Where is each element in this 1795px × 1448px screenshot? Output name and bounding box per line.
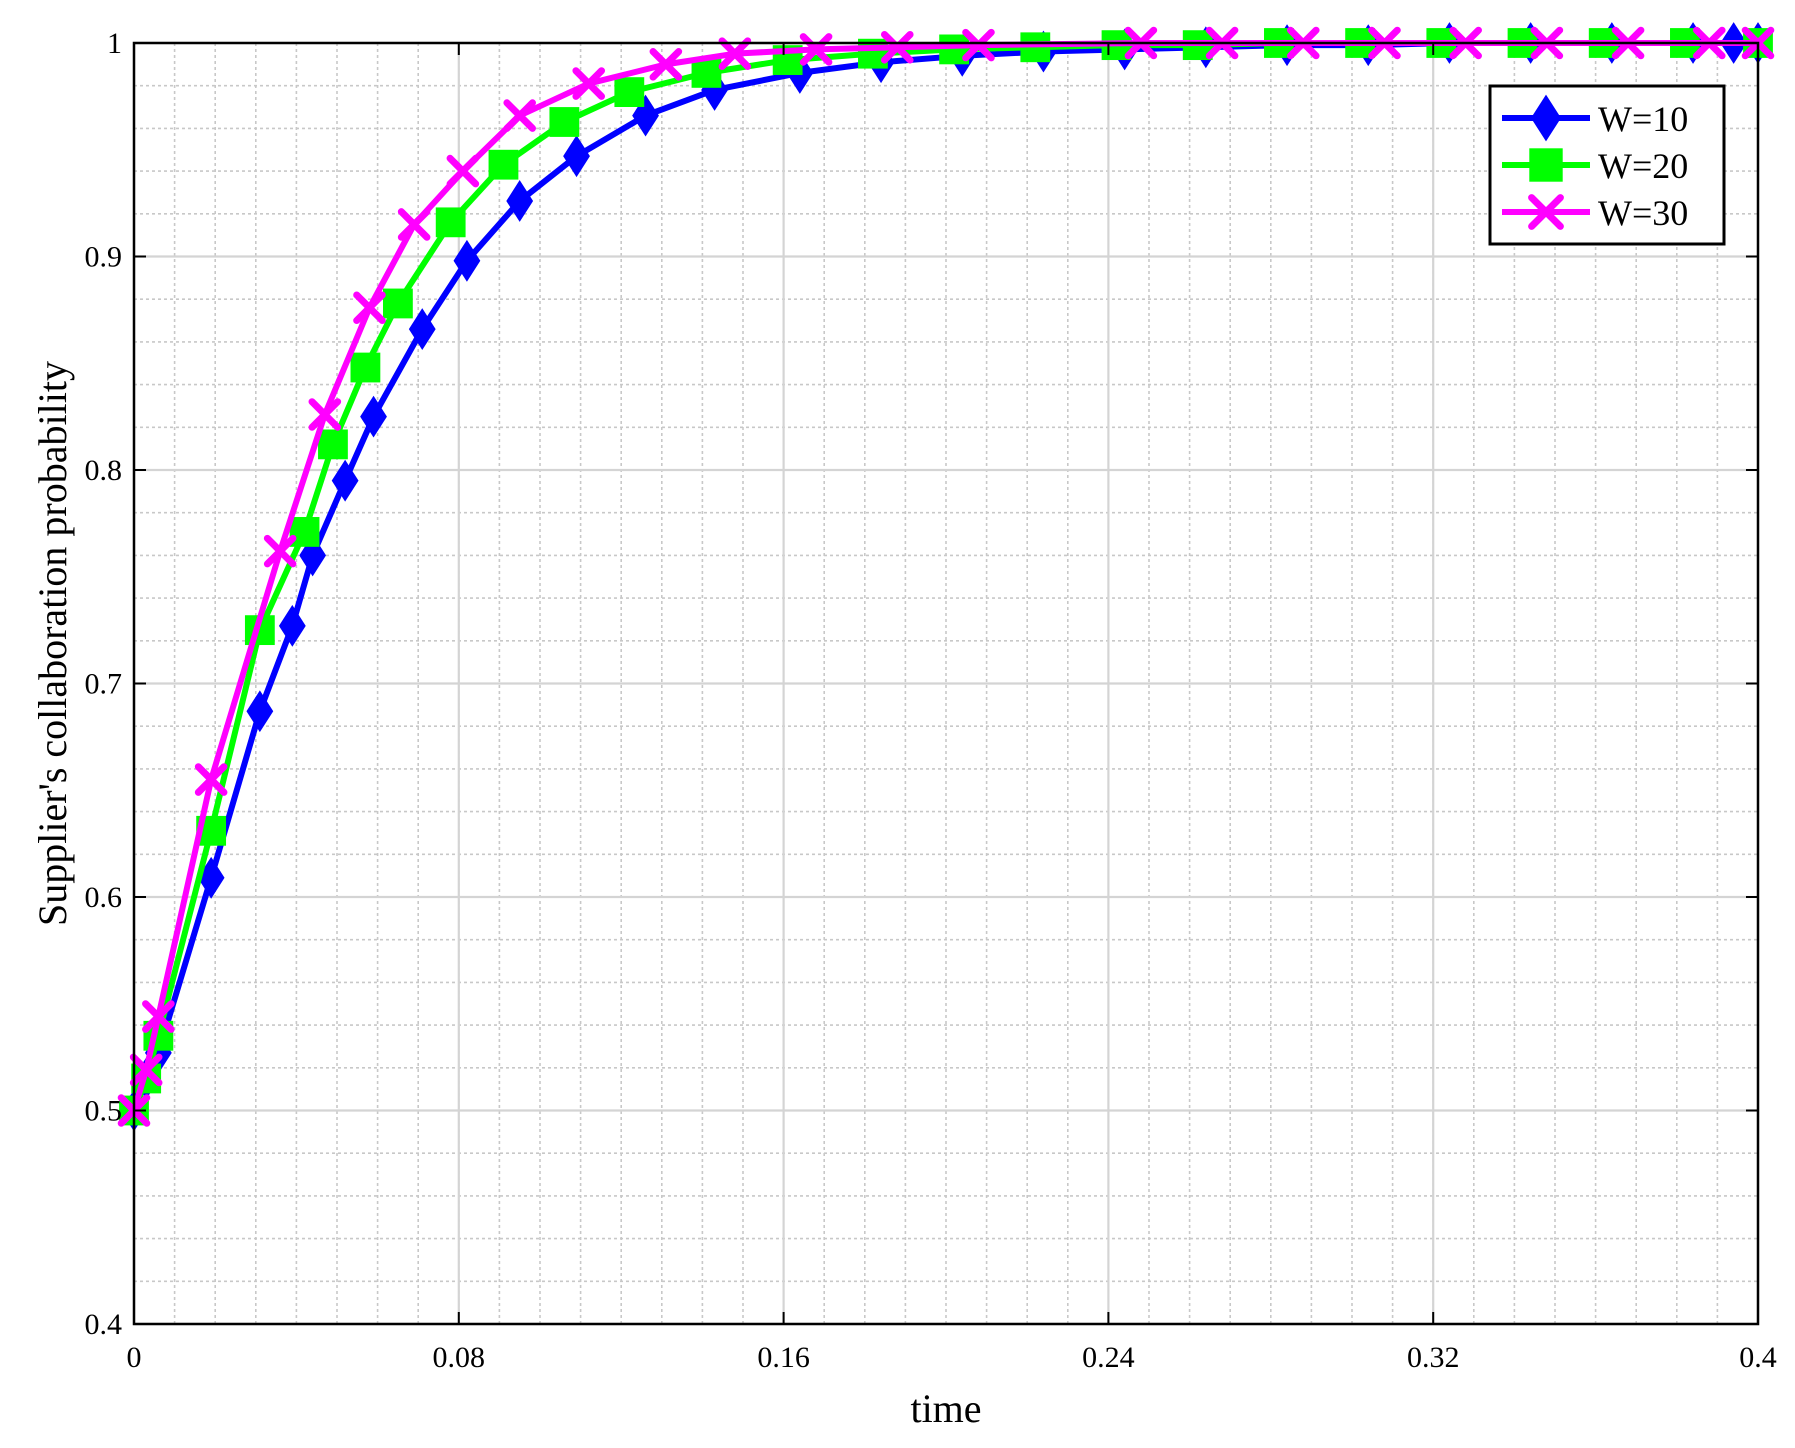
data-point-stroke [129, 1053, 163, 1087]
data-point [278, 604, 306, 647]
x-tick-label: 0 [127, 1341, 142, 1374]
data-point [383, 288, 413, 319]
tick-labels: 0 0.08 0.16 0.24 0.32 0.4 0.4 0.5 0.6 0.7 0.8 0.9 1 [85, 27, 1777, 1374]
data-point-stroke [962, 28, 995, 62]
y-tick-label: 0.5 [85, 1095, 123, 1128]
data-point-stroke [446, 154, 480, 188]
data-point [488, 149, 519, 180]
data-point [880, 30, 914, 64]
data-point [453, 239, 481, 282]
data-point-stroke [353, 291, 386, 325]
y-tick-label: 1 [107, 27, 122, 60]
data-point-stroke [142, 1000, 175, 1033]
data-point [142, 1000, 175, 1033]
y-tick-label: 0.6 [85, 881, 123, 914]
data-point-stroke [503, 99, 536, 132]
data-point [353, 291, 386, 325]
x-tick-label: 0.24 [1082, 1341, 1135, 1374]
data-point-stroke [649, 48, 683, 81]
data-point [691, 57, 722, 88]
data-point [572, 67, 606, 100]
legend: W=10 W=20 W=30 [1488, 84, 1726, 246]
y-tick-label: 0.7 [85, 668, 123, 701]
data-point [563, 135, 590, 178]
data-point-stroke [718, 37, 752, 70]
legend-item: W=20 [1502, 146, 1688, 186]
data-point [289, 517, 320, 547]
data-point [308, 398, 342, 431]
data-point [614, 77, 645, 108]
data-point [549, 107, 580, 137]
x-axis-title: time [910, 1386, 981, 1431]
data-point [397, 208, 431, 241]
legend-marker [1529, 148, 1563, 182]
data-point [360, 395, 387, 438]
data-point-stroke [799, 33, 833, 66]
x-tick-label: 0.4 [1739, 1341, 1777, 1374]
data-point-stroke [397, 208, 431, 241]
data-point [446, 154, 480, 188]
y-tick-label: 0.8 [85, 454, 123, 487]
x-tick-label: 0.08 [433, 1341, 486, 1374]
data-point-stroke [263, 534, 297, 568]
legend-label: W=20 [1598, 146, 1688, 186]
data-point [408, 308, 436, 351]
legend-item: W=30 [1502, 193, 1688, 233]
data-point-stroke [572, 67, 606, 100]
data-point [263, 534, 297, 568]
data-point [350, 352, 381, 383]
legend-label: W=30 [1598, 193, 1688, 233]
data-point [129, 1053, 163, 1087]
data-point [962, 28, 995, 62]
data-point [506, 180, 534, 222]
data-point [649, 48, 683, 81]
legend-item: W=10 [1502, 94, 1688, 142]
y-tick-label: 0.9 [85, 241, 123, 274]
data-point [246, 690, 274, 733]
x-tick-label: 0.16 [757, 1341, 810, 1374]
data-point-stroke [880, 30, 914, 64]
x-tick-label: 0.32 [1407, 1341, 1460, 1374]
legend-label: W=10 [1598, 99, 1688, 139]
legend-marker [1528, 194, 1564, 230]
legend-marker [1531, 94, 1561, 142]
data-point-stroke [194, 763, 228, 796]
data-point [718, 37, 752, 70]
data-point [194, 763, 228, 796]
y-tick-label: 0.4 [85, 1308, 123, 1341]
data-point [318, 429, 348, 460]
data-point [799, 33, 833, 66]
data-point [503, 99, 536, 132]
data-point [331, 459, 359, 502]
data-point [435, 207, 466, 238]
data-point-stroke [308, 398, 342, 431]
legend-marker-stroke [1528, 194, 1564, 230]
y-axis-title: Supplier's collaboration probability [30, 361, 75, 926]
